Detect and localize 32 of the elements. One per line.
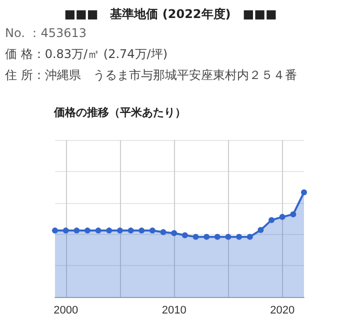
point — [225, 234, 232, 240]
text: 価 格：0.83万/㎡ (2.74万/坪) — [5, 46, 168, 63]
point — [138, 228, 145, 234]
point — [268, 217, 275, 224]
point — [290, 211, 296, 218]
x-tick-label: 2010 — [162, 304, 186, 316]
point — [149, 228, 156, 234]
point — [214, 234, 220, 240]
point — [62, 228, 69, 234]
point — [116, 228, 123, 234]
text: No. ：453613 — [5, 25, 87, 42]
point — [106, 228, 112, 234]
point — [74, 228, 80, 234]
point — [182, 232, 188, 238]
chart-title: ■■■ 基準地価 (2022年度) ■■■ — [63, 6, 278, 23]
point — [95, 228, 102, 234]
point — [192, 234, 199, 240]
text: 住 所：沖縄県 うるま市与那城平安座東村内２５４番 — [5, 67, 297, 84]
point — [236, 234, 242, 240]
point — [301, 189, 307, 196]
point — [204, 234, 210, 240]
point — [258, 227, 264, 234]
x-tick-label: 2000 — [54, 304, 78, 316]
point — [84, 228, 90, 234]
point — [52, 228, 58, 234]
x-tick-label: 2020 — [270, 304, 295, 316]
point — [128, 228, 134, 234]
point — [171, 230, 178, 236]
chart-subtitle: 価格の推移（平米あたり） — [54, 105, 186, 120]
point — [160, 229, 166, 236]
point — [279, 214, 286, 220]
point — [246, 234, 253, 240]
